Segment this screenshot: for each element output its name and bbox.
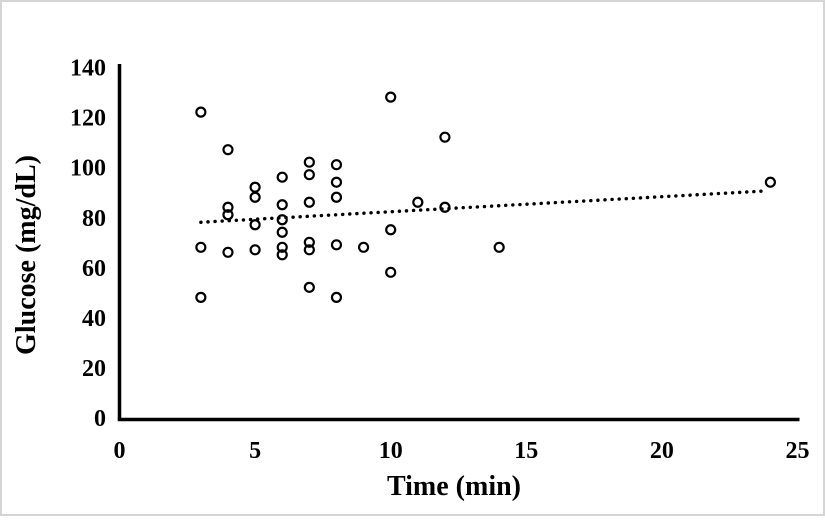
y-tick-label: 40 [82, 306, 106, 332]
data-point [276, 241, 288, 253]
x-tick-label: 15 [514, 438, 538, 464]
x-tick-label: 0 [114, 438, 126, 464]
data-point [493, 241, 505, 253]
x-tick-label: 20 [650, 438, 674, 464]
data-point [276, 226, 288, 238]
data-point [276, 199, 288, 211]
data-point [276, 249, 288, 261]
data-point [357, 241, 370, 253]
data-point [330, 176, 343, 188]
x-axis-title: Time (min) [387, 471, 521, 502]
data-point [276, 214, 288, 226]
y-axis-tick-labels: 0 20 40 60 80 100 120 140 [70, 56, 106, 432]
y-tick-label: 0 [94, 406, 106, 432]
y-axis-title: Glucose (mg/dL) [11, 155, 42, 355]
x-tick-label: 10 [379, 438, 403, 464]
data-point [249, 181, 261, 193]
data-point [249, 219, 261, 231]
data-point [222, 144, 234, 156]
data-point [249, 191, 261, 203]
y-tick-label: 100 [70, 156, 106, 182]
data-point [303, 196, 315, 208]
trendline [199, 189, 767, 224]
data-point [439, 131, 451, 143]
data-point [195, 106, 207, 118]
data-point [276, 171, 288, 183]
data-point [303, 281, 315, 293]
data-point [303, 244, 315, 256]
data-point [222, 209, 234, 221]
x-axis-tick-labels: 0 5 10 15 20 25 [114, 438, 810, 464]
data-point [330, 239, 343, 251]
y-tick-label: 80 [82, 206, 106, 232]
data-point [222, 201, 234, 213]
data-point [439, 201, 451, 213]
data-point [195, 241, 207, 253]
data-point [303, 156, 315, 168]
data-point [385, 224, 397, 236]
data-point [195, 291, 207, 303]
data-point [303, 236, 315, 248]
data-point [330, 159, 343, 171]
data-point [303, 169, 315, 181]
y-tick-label: 120 [70, 106, 106, 132]
x-tick-label: 25 [786, 438, 810, 464]
data-points [195, 91, 776, 303]
x-tick-label: 5 [249, 438, 261, 464]
y-tick-label: 60 [82, 256, 106, 282]
data-point [385, 91, 397, 103]
data-point [330, 191, 343, 203]
y-tick-label: 20 [82, 356, 106, 382]
data-point [222, 246, 234, 258]
data-point [249, 244, 261, 256]
data-point [330, 291, 343, 303]
data-point [412, 196, 424, 208]
y-tick-label: 140 [70, 56, 106, 82]
data-point [385, 266, 397, 278]
data-point [764, 176, 776, 188]
